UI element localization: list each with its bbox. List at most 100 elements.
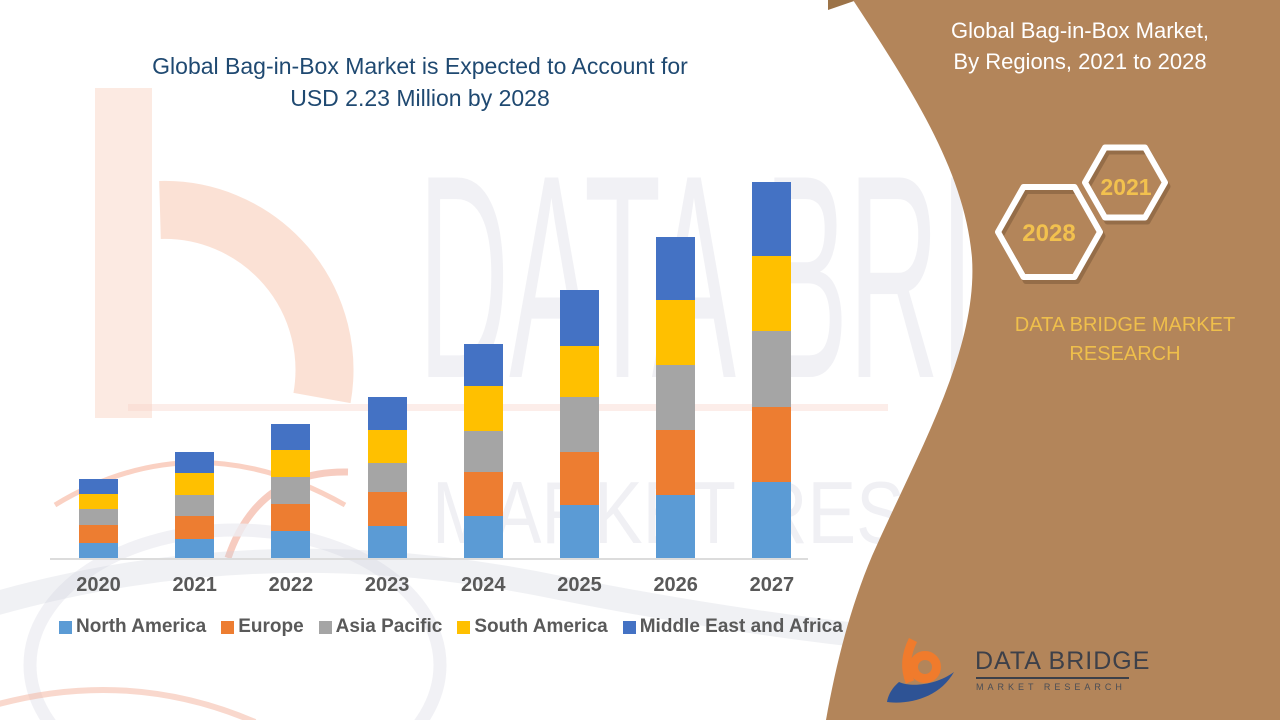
brand-text: DATA BRIDGE MARKET RESEARCH — [985, 311, 1265, 369]
stacked-bar-2022 — [271, 424, 311, 559]
x-axis-label-2026: 2026 — [653, 574, 698, 596]
legend-swatch — [622, 620, 636, 634]
panel-title-line1: Global Bag-in-Box Market, — [951, 18, 1209, 43]
segment-2027-south-america — [752, 256, 792, 331]
chart-legend: North America Europe Asia Pacific South Ame… — [59, 616, 843, 638]
legend-label: South America — [474, 616, 608, 637]
segment-2020-north-america — [79, 543, 118, 559]
segment-2023-asia-pacific — [367, 463, 407, 492]
watermark-swoosh-ellipse — [23, 523, 447, 720]
brand-text-line2: RESEARCH — [1069, 343, 1181, 365]
legend-swatch — [457, 620, 471, 634]
segment-2025-asia-pacific — [560, 397, 599, 452]
chart-title-line1: Global Bag-in-Box Market is Expected to … — [152, 53, 688, 79]
hexagon-shadows — [997, 148, 1171, 284]
segment-2020-south-america — [79, 494, 118, 509]
stacked-bar-2020 — [79, 479, 118, 559]
panel-title-line2: By Regions, 2021 to 2028 — [953, 49, 1207, 74]
segment-2022-south-america — [271, 450, 311, 477]
segment-2023-north-america — [367, 526, 407, 559]
segment-2026-middle-east-and-africa — [656, 237, 696, 300]
chart-title: Global Bag-in-Box Market is Expected to … — [100, 50, 740, 114]
segment-2023-europe — [367, 492, 407, 526]
segment-2026-south-america — [656, 300, 696, 365]
panel-corner-triangle — [828, 0, 857, 10]
logo-wordmark: DATA BRIDGE — [975, 647, 1151, 675]
x-axis-label-2021: 2021 — [172, 574, 217, 596]
legend-label: North America — [76, 616, 207, 637]
hexagon-2021-label: 2021 — [1100, 174, 1152, 200]
segment-2024-south-america — [463, 386, 503, 431]
stacked-bar-2024 — [463, 344, 503, 559]
legend-swatch — [318, 620, 332, 634]
segment-2024-middle-east-and-africa — [463, 344, 503, 386]
watermark-logo-stem — [95, 88, 152, 418]
segment-2025-middle-east-and-africa — [560, 290, 599, 346]
segment-2022-asia-pacific — [271, 477, 311, 504]
segment-2024-north-america — [463, 516, 503, 559]
watermark-corner-arc — [0, 686, 257, 720]
segment-2024-asia-pacific — [463, 431, 503, 472]
segment-2021-middle-east-and-africa — [175, 452, 215, 473]
hexagon-2021 — [1082, 144, 1168, 221]
legend-label: Asia Pacific — [335, 616, 443, 637]
panel-title: Global Bag-in-Box Market, By Regions, 20… — [930, 15, 1230, 77]
stacked-bar-2021 — [175, 452, 215, 559]
segment-2025-north-america — [560, 505, 599, 559]
x-axis-label-2020: 2020 — [76, 574, 121, 596]
segment-2023-middle-east-and-africa — [367, 397, 407, 430]
stacked-bar-2027 — [752, 182, 792, 559]
x-axis-label-2022: 2022 — [268, 574, 314, 596]
hexagon-2028-label: 2028 — [1022, 220, 1076, 247]
segment-2020-middle-east-and-africa — [79, 479, 118, 494]
segment-2021-europe — [175, 516, 215, 539]
segment-2022-north-america — [271, 531, 311, 559]
segment-2021-north-america — [175, 539, 215, 559]
segment-2026-north-america — [656, 495, 696, 559]
logo-tagline: MARKET RESEARCH — [976, 682, 1126, 692]
legend-item-europe: Europe — [221, 616, 304, 638]
segment-2025-south-america — [560, 346, 599, 397]
watermark-logo-bowl — [159, 180, 354, 404]
segment-2025-europe — [560, 452, 599, 505]
legend-label: Europe — [238, 616, 304, 637]
hexagon-2028 — [995, 184, 1103, 280]
watermark-pink-band — [128, 404, 888, 411]
logo-underline — [976, 677, 1129, 679]
segment-2022-middle-east-and-africa — [271, 424, 311, 450]
x-axis-label-2024: 2024 — [461, 574, 506, 596]
legend-item-south-america: South America — [457, 616, 608, 638]
segment-2021-asia-pacific — [175, 495, 215, 516]
segment-2021-south-america — [175, 473, 215, 495]
segment-2026-asia-pacific — [656, 365, 696, 430]
legend-label: Middle East and Africa — [639, 616, 843, 637]
segment-2020-europe — [79, 525, 118, 543]
stacked-bar-2025 — [560, 290, 599, 559]
segment-2026-europe — [656, 430, 696, 495]
legend-item-asia-pacific: Asia Pacific — [318, 616, 443, 638]
logo-b-icon — [887, 637, 954, 703]
segment-2024-europe — [463, 472, 503, 516]
x-axis-label-2027: 2027 — [749, 574, 795, 596]
x-axis-line — [50, 558, 808, 560]
segment-2020-asia-pacific — [79, 509, 118, 525]
legend-swatch — [59, 620, 72, 634]
legend-item-middle-east-and-africa: Middle East and Africa — [622, 616, 843, 638]
stacked-bar-2026 — [656, 237, 696, 559]
segment-2023-south-america — [367, 430, 407, 463]
segment-2027-asia-pacific — [752, 331, 792, 407]
brand-text-line1: DATA BRIDGE MARKET — [1014, 314, 1236, 336]
segment-2022-europe — [271, 504, 311, 531]
segment-2027-europe — [752, 407, 792, 482]
x-axis-label-2025: 2025 — [557, 574, 602, 596]
segment-2027-north-america — [752, 482, 792, 559]
legend-item-north-america: North America — [59, 616, 206, 638]
legend-swatch — [221, 620, 235, 634]
segment-2027-middle-east-and-africa — [752, 182, 792, 256]
chart-title-line2: USD 2.23 Million by 2028 — [290, 85, 550, 111]
x-axis-label-2023: 2023 — [364, 574, 410, 596]
stacked-bar-2023 — [367, 397, 407, 559]
